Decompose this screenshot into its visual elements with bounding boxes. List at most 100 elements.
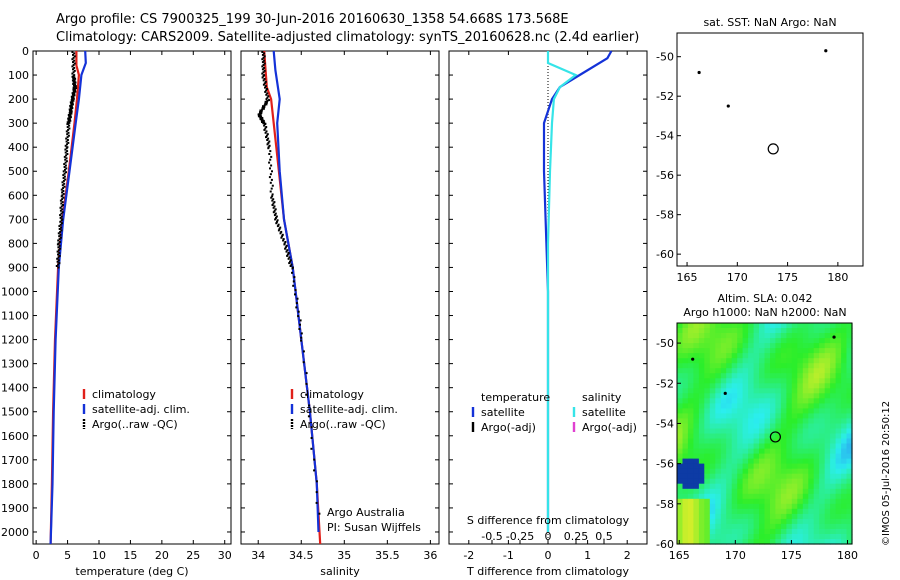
sla-cell <box>731 373 738 379</box>
sla-cell <box>819 423 826 430</box>
sla-cell <box>786 408 793 414</box>
sla-cell <box>720 478 727 485</box>
depth-tick-label: 1600 <box>1 430 29 443</box>
sla-cell <box>786 508 793 515</box>
sla-cell <box>709 393 716 399</box>
sla-cell <box>775 353 782 359</box>
sla-cell <box>753 458 760 465</box>
sla-cell <box>693 534 700 540</box>
sla-cell <box>737 418 744 424</box>
argo-dot <box>72 56 75 59</box>
sla-cell <box>791 398 798 404</box>
sla-cell <box>808 413 815 419</box>
sla-cell <box>709 534 716 540</box>
sla-cell <box>813 478 820 485</box>
argo-dot <box>60 205 63 208</box>
sla-cell <box>731 378 738 384</box>
sst-map-xtick-label: 180 <box>827 271 848 284</box>
sla-cell <box>704 438 711 445</box>
argo-dot <box>269 181 272 184</box>
sla-cell <box>813 518 820 525</box>
sla-cell <box>709 518 716 525</box>
sla-cell <box>748 398 755 404</box>
sla-cell <box>835 539 842 545</box>
sla-cell <box>720 393 727 399</box>
sla-cell <box>791 323 798 329</box>
sla-cell <box>737 463 744 470</box>
sla-cell <box>704 348 711 354</box>
argo-dot <box>269 190 272 193</box>
sla-cell <box>698 428 705 435</box>
sla-cell <box>687 473 694 480</box>
sla-cell <box>780 363 787 369</box>
sla-cell <box>835 438 842 445</box>
sla-cell <box>791 488 798 495</box>
sla-cell <box>835 528 842 535</box>
sla-cell <box>759 323 766 329</box>
sla-cell <box>715 338 722 344</box>
sla-cell <box>819 358 826 364</box>
sla-cell <box>808 368 815 374</box>
sla-cell <box>753 328 760 334</box>
sla-cell <box>687 498 694 505</box>
sla-cell <box>693 433 700 440</box>
sla-cell <box>764 413 771 419</box>
sla-cell <box>687 443 694 450</box>
sla-cell <box>791 539 798 545</box>
sla-cell <box>748 493 755 500</box>
sla-cell <box>726 413 733 419</box>
sla-cell <box>726 373 733 379</box>
argo-dot <box>263 55 266 58</box>
sla-cell <box>742 393 749 399</box>
sla-cell <box>846 358 853 364</box>
sla-cell <box>770 338 777 344</box>
sla-cell <box>687 423 694 430</box>
argo-dot <box>261 61 264 64</box>
sla-cell <box>715 488 722 495</box>
sla-cell <box>731 428 738 435</box>
argo-dot <box>270 196 273 199</box>
sla-cell <box>726 403 733 409</box>
sla-cell <box>677 463 684 470</box>
sla-cell <box>819 458 826 465</box>
argo-dot <box>64 161 67 164</box>
sla-cell <box>726 478 733 485</box>
argo-dot <box>70 102 73 105</box>
argo-dot <box>59 236 62 239</box>
sla-cell <box>704 353 711 359</box>
sla-cell <box>720 468 727 475</box>
temperature-xtick-label: 20 <box>155 549 169 562</box>
sla-cell <box>687 333 694 339</box>
argo-dot <box>56 243 59 246</box>
sla-cell <box>797 448 804 455</box>
climatology-title: Climatology: CARS2009. Satellite-adjuste… <box>56 30 640 45</box>
sla-cell <box>704 448 711 455</box>
argo-dot <box>73 76 76 79</box>
sla-cell <box>737 448 744 455</box>
sla-cell <box>786 473 793 480</box>
sla-cell <box>704 423 711 430</box>
argo-dot <box>313 469 316 472</box>
sla-cell <box>693 383 700 389</box>
sla-cell <box>775 358 782 364</box>
sla-cell <box>682 508 689 515</box>
sla-cell <box>819 428 826 435</box>
sla-cell <box>682 353 689 359</box>
sla-cell <box>835 338 842 344</box>
sla-cell <box>753 513 760 520</box>
sla-cell <box>709 333 716 339</box>
sla-cell <box>720 343 727 349</box>
sla-cell <box>715 363 722 369</box>
sla-cell <box>709 338 716 344</box>
sla-cell <box>819 418 826 424</box>
sla-cell <box>704 458 711 465</box>
argo-dot <box>71 51 74 53</box>
sla-cell <box>824 353 831 359</box>
sla-cell <box>737 438 744 445</box>
sla-cell <box>709 468 716 475</box>
sla-cell <box>720 348 727 354</box>
sla-cell <box>759 453 766 460</box>
sla-cell <box>742 503 749 510</box>
sla-cell <box>808 383 815 389</box>
sla-cell <box>742 468 749 475</box>
